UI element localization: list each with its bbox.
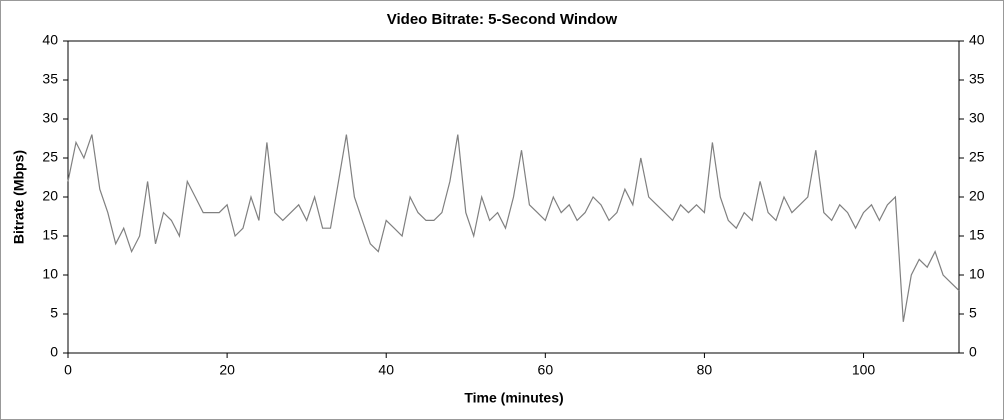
y-tick-label: 5 bbox=[50, 305, 58, 321]
x-tick-label: 60 bbox=[538, 362, 554, 378]
y2-tick-label: 35 bbox=[969, 71, 985, 87]
y-tick-label: 35 bbox=[42, 71, 58, 87]
y2-tick-label: 0 bbox=[969, 344, 977, 360]
y2-tick-label: 5 bbox=[969, 305, 977, 321]
y-tick-label: 20 bbox=[42, 188, 58, 204]
x-tick-label: 80 bbox=[697, 362, 713, 378]
y2-tick-label: 15 bbox=[969, 227, 985, 243]
y2-tick-label: 40 bbox=[969, 32, 985, 48]
y-tick-label: 10 bbox=[42, 266, 58, 282]
y-tick-label: 15 bbox=[42, 227, 58, 243]
x-tick-label: 100 bbox=[852, 362, 876, 378]
y-tick-label: 0 bbox=[50, 344, 58, 360]
y-tick-label: 30 bbox=[42, 110, 58, 126]
y2-tick-label: 20 bbox=[969, 188, 985, 204]
y2-tick-label: 30 bbox=[969, 110, 985, 126]
chart-title: Video Bitrate: 5-Second Window bbox=[387, 11, 618, 28]
x-tick-label: 0 bbox=[64, 362, 72, 378]
x-tick-label: 20 bbox=[219, 362, 235, 378]
x-tick-label: 40 bbox=[378, 362, 394, 378]
y-tick-label: 25 bbox=[42, 149, 58, 165]
y2-tick-label: 10 bbox=[969, 266, 985, 282]
y-axis-label: Bitrate (Mbps) bbox=[11, 150, 27, 244]
x-axis-label: Time (minutes) bbox=[464, 390, 563, 406]
bitrate-line bbox=[67, 134, 960, 322]
y-tick-label: 40 bbox=[42, 32, 58, 48]
y2-tick-label: 25 bbox=[969, 149, 985, 165]
